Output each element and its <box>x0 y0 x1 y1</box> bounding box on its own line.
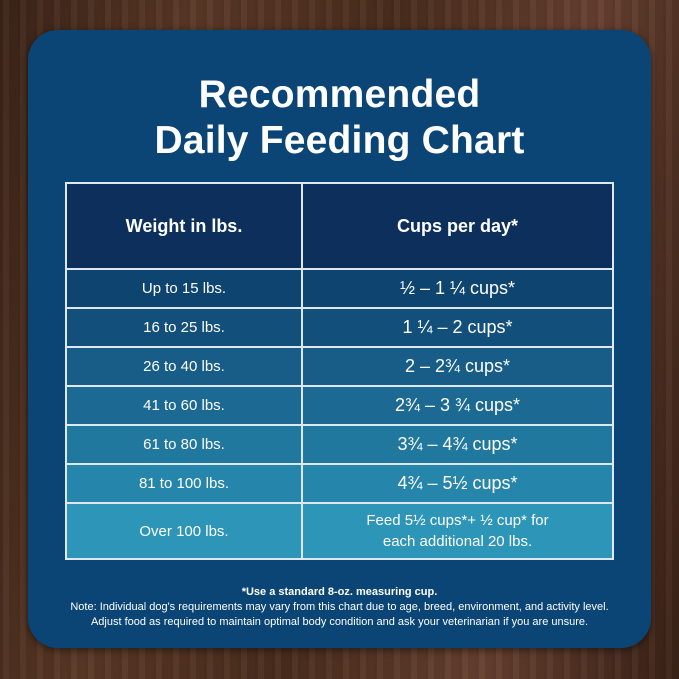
cups-cell: 2 – 2¾ cups* <box>301 346 614 387</box>
header-cups: Cups per day* <box>301 182 614 270</box>
table-header: Weight in lbs. Cups per day* <box>65 182 614 270</box>
table-row: 61 to 80 lbs. 3¾ – 4¾ cups* <box>65 424 614 465</box>
weight-cell: 16 to 25 lbs. <box>65 307 303 348</box>
cups-cell: 1 ¼ – 2 cups* <box>301 307 614 348</box>
weight-cell: 41 to 60 lbs. <box>65 385 303 426</box>
cups-cell: ½ – 1 ¼ cups* <box>301 268 614 309</box>
weight-cell: Over 100 lbs. <box>65 502 303 560</box>
cups-cell: Feed 5½ cups*+ ½ cup* for each additional… <box>301 502 614 560</box>
cups-line: Feed 5½ cups*+ ½ cup* for <box>366 512 549 529</box>
weight-cell: 81 to 100 lbs. <box>65 463 303 504</box>
footnote-advice: Adjust food as required to maintain opti… <box>90 616 589 628</box>
weight-cell: 61 to 80 lbs. <box>65 424 303 465</box>
table-row: Over 100 lbs. Feed 5½ cups*+ ½ cup* for ea… <box>65 502 614 560</box>
cups-cell: 3¾ – 4¾ cups* <box>301 424 614 465</box>
cups-cell: 2¾ – 3 ¾ cups* <box>301 385 614 426</box>
header-weight: Weight in lbs. <box>65 182 303 270</box>
weight-cell: Up to 15 lbs. <box>65 268 303 309</box>
weight-cell: 26 to 40 lbs. <box>65 346 303 387</box>
table-row: 81 to 100 lbs. 4¾ – 5½ cups* <box>65 463 614 504</box>
footnote-note: Note: Individual dog's requirements may … <box>70 601 609 613</box>
cups-line: each additional 20 lbs. <box>382 533 533 550</box>
table-row: 41 to 60 lbs. 2¾ – 3 ¾ cups* <box>65 385 614 426</box>
page-title: Recommended Daily Feeding Chart <box>0 72 679 164</box>
table-row: 16 to 25 lbs. 1 ¼ – 2 cups* <box>65 307 614 348</box>
table-row: Up to 15 lbs. ½ – 1 ¼ cups* <box>65 268 614 309</box>
title-line-1: Recommended <box>198 73 481 116</box>
feeding-table: Weight in lbs. Cups per day* Up to 15 lb… <box>65 182 614 560</box>
table-row: 26 to 40 lbs. 2 – 2¾ cups* <box>65 346 614 387</box>
footnote-measuring: *Use a standard 8-oz. measuring cup. <box>241 586 438 598</box>
footnote: *Use a standard 8-oz. measuring cup. Not… <box>0 585 679 630</box>
cups-cell: 4¾ – 5½ cups* <box>301 463 614 504</box>
title-line-2: Daily Feeding Chart <box>154 119 525 162</box>
